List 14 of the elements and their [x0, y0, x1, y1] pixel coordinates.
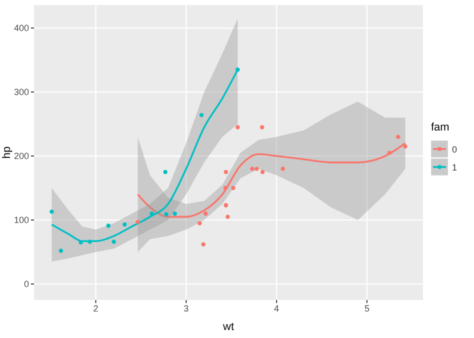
x-tick-label: 2 — [93, 303, 98, 314]
y-tick-label: 0 — [24, 278, 29, 289]
x-tick-label: 3 — [184, 303, 189, 314]
x-axis-title: wt — [222, 321, 234, 333]
y-axis-title: hp — [1, 146, 13, 159]
x-tick-label: 5 — [364, 303, 370, 314]
legend-title: fam — [431, 122, 450, 134]
legend-label: 0 — [452, 144, 458, 154]
y-tick-label: 200 — [14, 150, 29, 161]
x-tick-label: 4 — [274, 303, 280, 314]
legend-label: 1 — [452, 162, 458, 172]
y-tick-label: 300 — [14, 86, 29, 97]
y-tick-label: 400 — [14, 22, 29, 33]
y-tick-label: 100 — [14, 214, 29, 225]
